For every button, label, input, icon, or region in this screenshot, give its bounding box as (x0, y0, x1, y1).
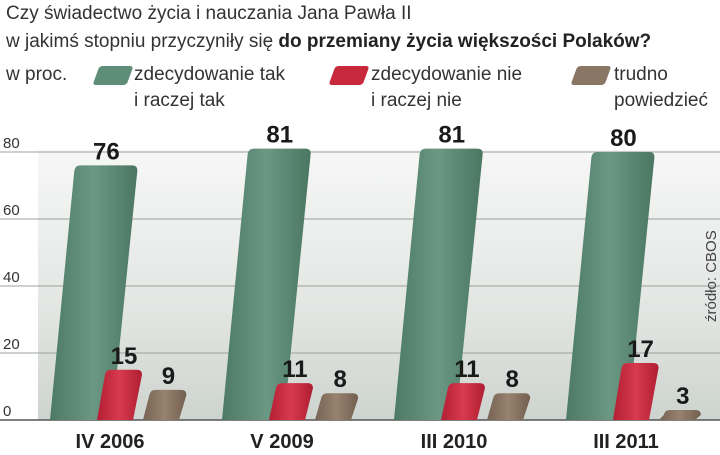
bar-yes-0 (50, 165, 138, 420)
data-label-dunno-1: 8 (333, 366, 346, 393)
data-label-no-1: 11 (282, 356, 307, 383)
y-tick-label: 80 (3, 135, 20, 152)
data-label-dunno-2: 8 (505, 366, 518, 393)
legend-label-dunno-line1: trudno (614, 64, 668, 85)
bar-dunno-3 (659, 409, 701, 420)
data-label-yes-3: 80 (610, 125, 637, 152)
data-label-yes-1: 81 (266, 122, 293, 149)
x-tick-label: III 2010 (421, 431, 488, 453)
x-tick-label: III 2011 (593, 431, 659, 453)
bar-yes-1 (222, 148, 311, 420)
chart-title-normal: w jakimś stopniu przyczyniły się (6, 31, 274, 52)
source-note: źródło: CBOS (703, 230, 720, 322)
legend-item-no: zdecydowanie nie i raczej nie (371, 62, 522, 114)
bar-dunno-2 (487, 393, 531, 420)
x-tick-label: IV 2006 (76, 431, 145, 453)
chart-title-line-1: Czy świadectwo życia i nauczania Jana Pa… (6, 3, 412, 24)
bar-no-3 (613, 363, 659, 420)
legend-item-dunno: trudno powiedzieć (614, 62, 708, 114)
data-label-no-0: 15 (111, 343, 138, 370)
data-label-no-2: 11 (454, 356, 479, 383)
chart-header: Czy świadectwo życia i nauczania Jana Pa… (6, 0, 720, 56)
y-tick-label: 60 (3, 202, 20, 219)
chart-title-bold: do przemiany życia większości Polaków? (278, 31, 652, 52)
legend-label-dunno-line2: powiedzieć (614, 90, 708, 111)
legend-label-yes-line2: i raczej tak (134, 90, 225, 111)
data-label-yes-2: 81 (438, 122, 465, 149)
bar-dunno-0 (143, 389, 187, 420)
data-label-no-3: 17 (627, 336, 654, 363)
legend-item-yes: zdecydowanie tak i raczej tak (134, 62, 285, 114)
legend-label-no-line1: zdecydowanie nie (371, 64, 523, 85)
bar-dunno-1 (315, 393, 359, 420)
y-tick-label: 20 (3, 336, 20, 353)
legend-label-yes-line1: zdecydowanie tak (134, 64, 286, 85)
y-tick-label: 0 (3, 403, 11, 420)
data-label-dunno-0: 9 (162, 363, 175, 390)
unit-label: w proc. (6, 64, 68, 85)
bar-no-0 (97, 369, 143, 420)
bar-no-2 (441, 383, 485, 420)
legend-label-no-line2: i raczej nie (371, 90, 462, 111)
chart-title-line-2: w jakimś stopniu przyczyniły się do prze… (6, 28, 720, 56)
y-tick-label: 40 (3, 269, 20, 286)
x-tick-label: V 2009 (250, 431, 313, 453)
bar-yes-3 (566, 152, 655, 420)
bar-yes-2 (394, 148, 483, 420)
data-label-yes-0: 76 (93, 138, 120, 165)
data-label-dunno-3: 3 (676, 383, 689, 410)
bar-no-1 (269, 383, 313, 420)
